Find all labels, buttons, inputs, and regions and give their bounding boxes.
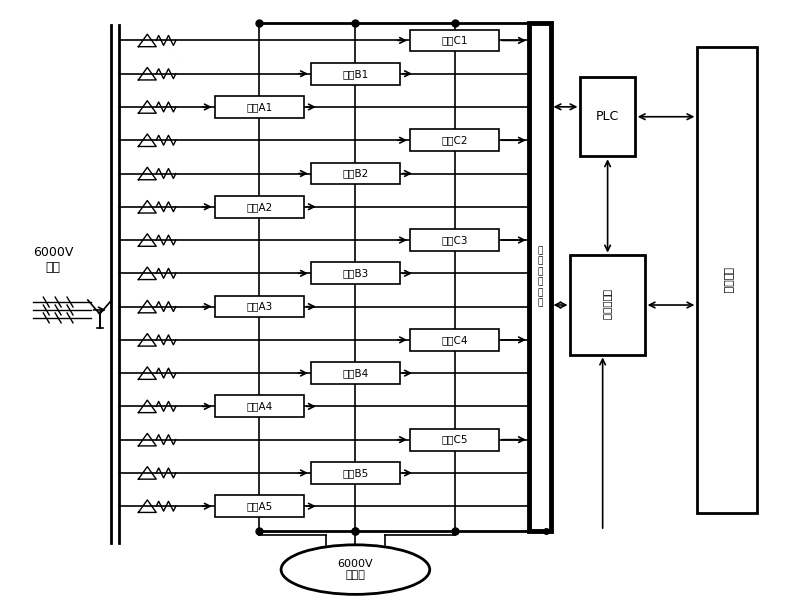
Text: PLC: PLC xyxy=(596,111,619,123)
Bar xyxy=(311,362,400,384)
Bar xyxy=(214,495,304,517)
Text: 单元B5: 单元B5 xyxy=(342,468,369,478)
Text: 单元C3: 单元C3 xyxy=(442,235,468,245)
Text: 单元B2: 单元B2 xyxy=(342,168,369,179)
Text: 6000V
输入: 6000V 输入 xyxy=(33,246,74,274)
Text: 单元C1: 单元C1 xyxy=(442,36,468,45)
Text: 工业计算机: 工业计算机 xyxy=(602,289,613,321)
Bar xyxy=(410,29,499,52)
Bar xyxy=(311,262,400,284)
Bar xyxy=(214,196,304,218)
Bar xyxy=(698,47,757,513)
Text: 单元A5: 单元A5 xyxy=(246,501,273,511)
Bar xyxy=(311,462,400,484)
Text: 单元B3: 单元B3 xyxy=(342,268,369,278)
Ellipse shape xyxy=(281,545,430,594)
Text: 单元C2: 单元C2 xyxy=(442,135,468,146)
Text: 光
纤
数
据
总
线: 光 纤 数 据 总 线 xyxy=(537,246,542,307)
Bar xyxy=(580,77,635,157)
Text: 单元B4: 单元B4 xyxy=(342,368,369,378)
Text: 单元C4: 单元C4 xyxy=(442,335,468,345)
Bar xyxy=(311,163,400,184)
Bar xyxy=(410,429,499,451)
Bar xyxy=(410,229,499,251)
Text: 单元B1: 单元B1 xyxy=(342,69,369,79)
Bar xyxy=(214,395,304,418)
Bar xyxy=(529,23,550,531)
Bar xyxy=(410,130,499,151)
Text: 单元A1: 单元A1 xyxy=(246,102,273,112)
Text: 单元A3: 单元A3 xyxy=(246,301,273,311)
Bar xyxy=(214,96,304,118)
Bar xyxy=(570,255,645,354)
Text: 单元A4: 单元A4 xyxy=(246,402,273,411)
Text: 6000V
电动机: 6000V 电动机 xyxy=(338,559,374,580)
Text: 用户接口: 用户接口 xyxy=(722,267,732,293)
Bar xyxy=(311,63,400,85)
Bar xyxy=(410,329,499,351)
Text: 单元C5: 单元C5 xyxy=(442,435,468,445)
Text: 单元A2: 单元A2 xyxy=(246,202,273,212)
Bar xyxy=(214,296,304,317)
